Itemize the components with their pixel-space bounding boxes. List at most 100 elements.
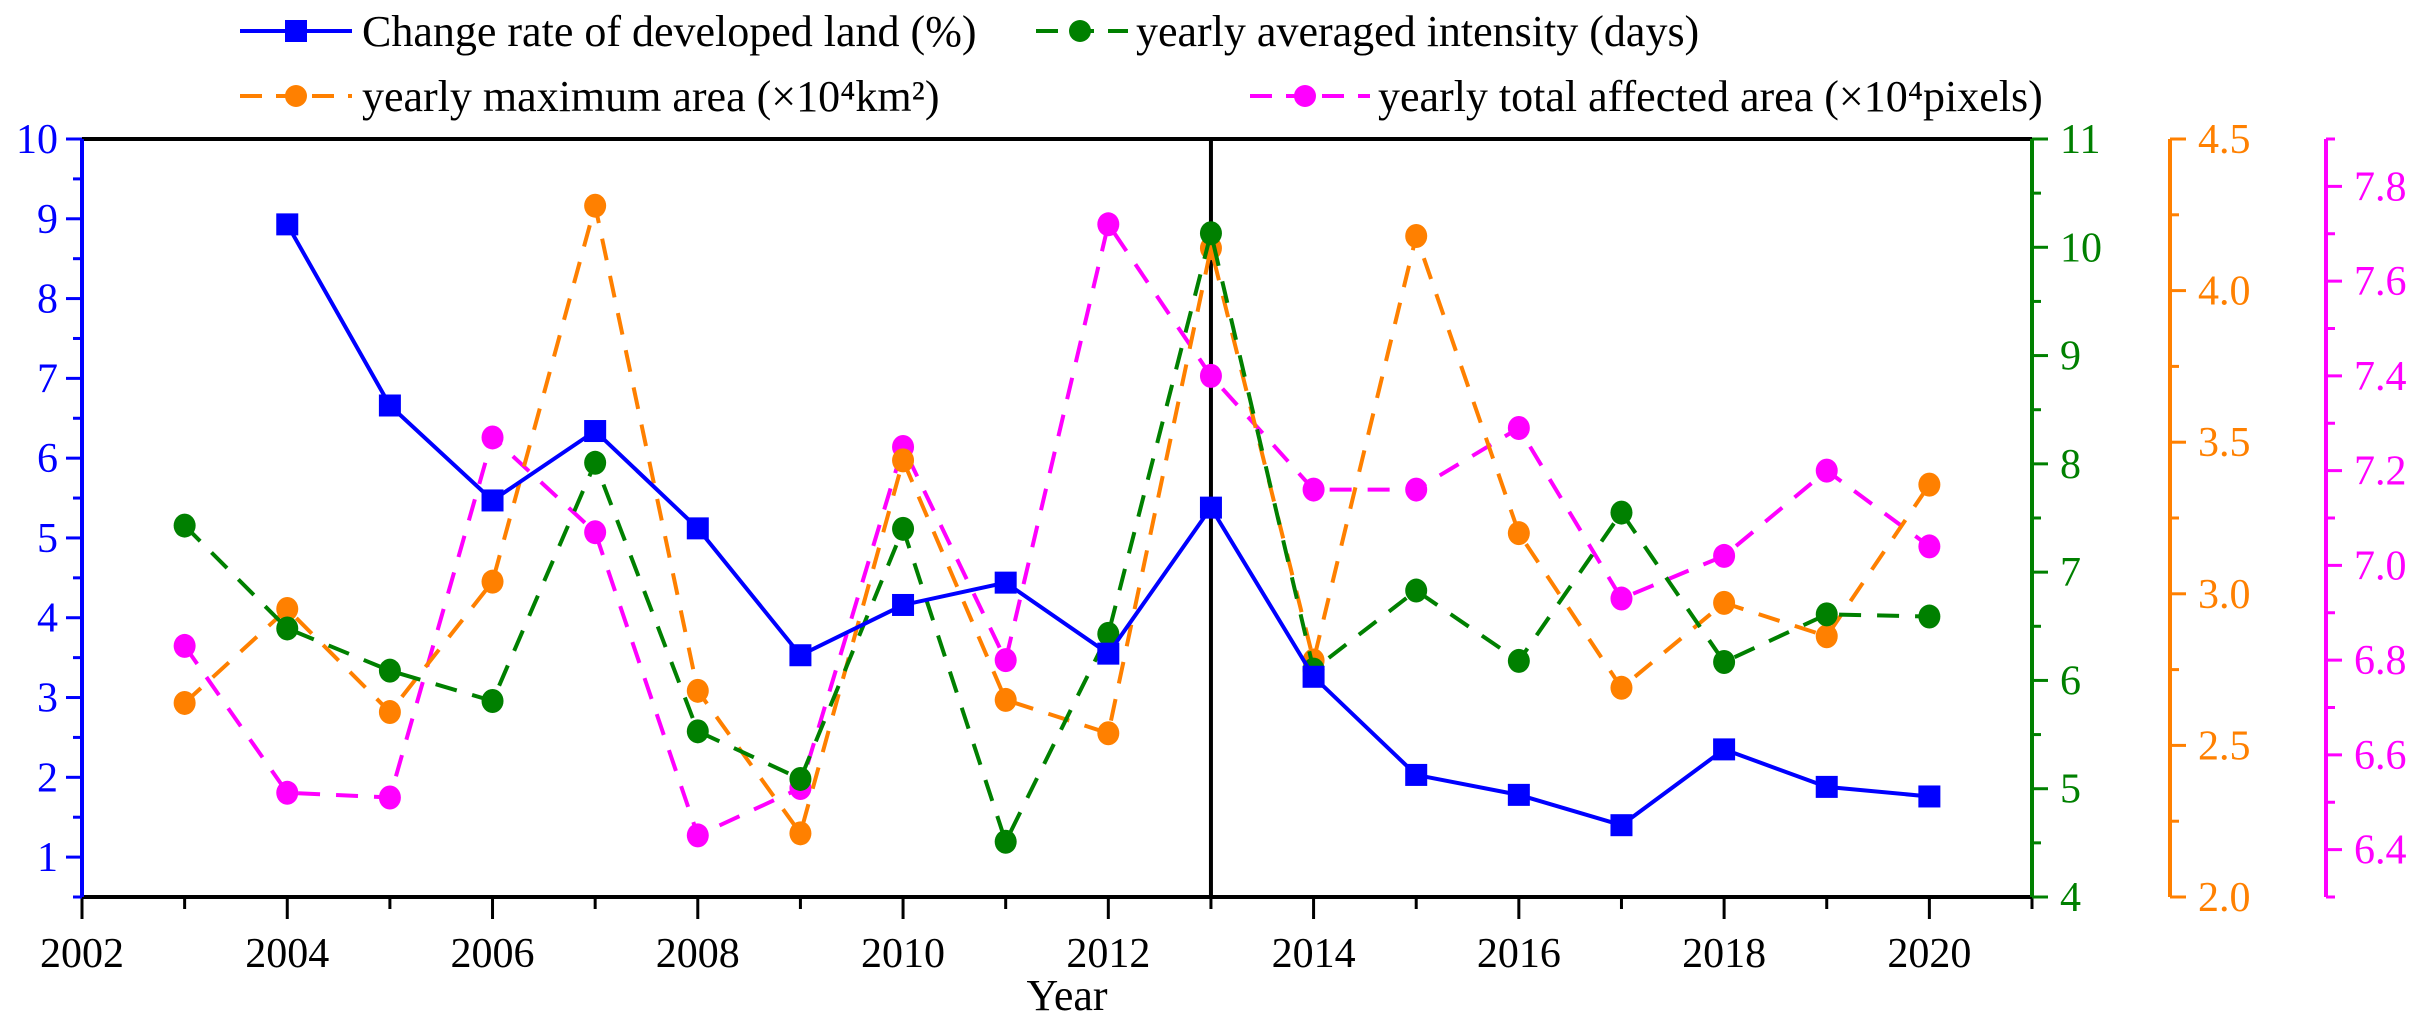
x-tick-label: 2012 xyxy=(1066,931,1150,977)
x-tick-label: 2002 xyxy=(40,931,124,977)
series-line xyxy=(183,205,1932,838)
y-tick-label: 7.2 xyxy=(2354,449,2407,495)
y-tick-label: 3 xyxy=(37,676,58,722)
data-point-circle xyxy=(481,689,504,714)
data-point-circle xyxy=(789,766,812,791)
y-axis-orange: 2.0 2.5 3.0 3.5 4.0 4.5 xyxy=(2168,117,2251,921)
data-point-square xyxy=(1713,738,1736,761)
y-tick-label: 10 xyxy=(2060,225,2102,271)
y-tick-label: 2.0 xyxy=(2198,875,2251,921)
data-point-circle xyxy=(686,719,709,744)
data-point-circle xyxy=(686,678,709,703)
data-point-circle xyxy=(378,700,401,725)
legend: Change rate of developed land (%) yearly… xyxy=(240,7,2043,121)
x-tick-label: 2014 xyxy=(1272,931,1356,977)
data-point-circle xyxy=(1097,621,1120,646)
data-point-square xyxy=(1405,763,1428,786)
data-point-circle xyxy=(173,690,196,715)
data-point-circle xyxy=(1610,500,1633,525)
data-point-square xyxy=(1199,496,1222,519)
y-tick-label: 9 xyxy=(37,197,58,243)
y-axis-left: 1 2 3 4 5 6 7 8 9 10 xyxy=(16,117,84,899)
series-0 xyxy=(276,213,1941,837)
data-point-circle xyxy=(1507,521,1530,546)
data-point-circle xyxy=(584,450,607,475)
legend-circle-marker xyxy=(1069,20,1091,42)
data-point-square xyxy=(892,593,915,616)
data-point-circle xyxy=(481,569,504,594)
x-tick-label: 2018 xyxy=(1682,931,1766,977)
data-point-circle xyxy=(1302,477,1325,502)
x-tick-label: 2010 xyxy=(861,931,945,977)
axes: 2002 2004 2006 2008 2010 2012 2014 2016 2018 2020… xyxy=(16,117,2407,977)
data-point-circle xyxy=(1507,415,1530,440)
y-tick-label: 2.5 xyxy=(2198,723,2251,769)
x-tick-label: 2020 xyxy=(1887,931,1971,977)
legend-circle-marker xyxy=(1294,85,1316,107)
y-tick-label: 10 xyxy=(16,117,58,163)
data-point-circle xyxy=(584,520,607,545)
y-tick-label: 9 xyxy=(2060,334,2081,380)
data-point-circle xyxy=(1815,624,1838,649)
data-point-square xyxy=(1815,775,1838,798)
data-point-square xyxy=(994,571,1017,594)
y-tick-label: 4 xyxy=(2060,875,2081,921)
data-point-circle xyxy=(1405,578,1428,603)
data-point-circle xyxy=(1713,590,1736,615)
y-tick-label: 4 xyxy=(37,596,58,642)
data-point-circle xyxy=(276,780,299,805)
series-3 xyxy=(173,212,1941,848)
data-point-circle xyxy=(994,648,1017,673)
y-tick-label: 5 xyxy=(2060,767,2081,813)
legend-label: Change rate of developed land (%) xyxy=(362,7,977,56)
data-point-circle xyxy=(1918,472,1941,497)
data-point-circle xyxy=(276,616,299,641)
y-axis-magenta: 6.4 6.6 6.8 7.0 7.2 7.4 7.6 7.8 xyxy=(2324,137,2407,899)
y-tick-label: 6.8 xyxy=(2354,638,2407,684)
legend-square-marker xyxy=(285,20,307,42)
data-point-circle xyxy=(994,829,1017,854)
x-tick-label: 2008 xyxy=(656,931,740,977)
data-point-circle xyxy=(173,513,196,538)
data-point-circle xyxy=(1918,604,1941,629)
x-tick-label: 2016 xyxy=(1477,931,1561,977)
y-tick-label: 3.0 xyxy=(2198,572,2251,618)
data-point-square xyxy=(789,644,812,667)
data-point-circle xyxy=(892,448,915,473)
x-tick-label: 2004 xyxy=(245,931,329,977)
data-point-circle xyxy=(378,785,401,810)
data-point-square xyxy=(378,394,401,417)
data-point-square xyxy=(276,213,299,236)
y-tick-label: 8 xyxy=(2060,442,2081,488)
data-point-circle xyxy=(1097,721,1120,746)
data-point-circle xyxy=(994,687,1017,712)
legend-label: yearly averaged intensity (days) xyxy=(1136,7,1699,56)
data-point-circle xyxy=(1097,212,1120,237)
x-axis-title: Year xyxy=(1026,971,1107,1020)
plot-area xyxy=(173,193,1941,854)
data-point-square xyxy=(1302,665,1325,688)
data-point-circle xyxy=(1610,586,1633,611)
y-tick-label: 5 xyxy=(37,516,58,562)
y-tick-label: 6.6 xyxy=(2354,733,2407,779)
y-axis-green: 4 5 6 7 8 9 10 11 xyxy=(2030,117,2102,921)
data-point-circle xyxy=(378,658,401,683)
y-tick-label: 6 xyxy=(37,436,58,482)
legend-item-max-area: yearly maximum area (×10⁴km²) xyxy=(240,72,939,121)
series-1 xyxy=(173,221,1941,854)
data-point-circle xyxy=(1713,543,1736,568)
data-point-circle xyxy=(276,596,299,621)
data-point-square xyxy=(584,420,607,443)
legend-item-intensity: yearly averaged intensity (days) xyxy=(1036,7,1699,56)
y-tick-label: 2 xyxy=(37,755,58,801)
y-tick-label: 6 xyxy=(2060,658,2081,704)
data-point-circle xyxy=(1610,675,1633,700)
legend-label: yearly maximum area (×10⁴km²) xyxy=(362,72,939,121)
data-point-circle xyxy=(1713,650,1736,675)
data-point-square xyxy=(1918,785,1941,808)
data-point-circle xyxy=(686,823,709,848)
y-tick-label: 4.0 xyxy=(2198,269,2251,315)
series-2 xyxy=(173,193,1941,846)
series-line xyxy=(182,219,1931,839)
